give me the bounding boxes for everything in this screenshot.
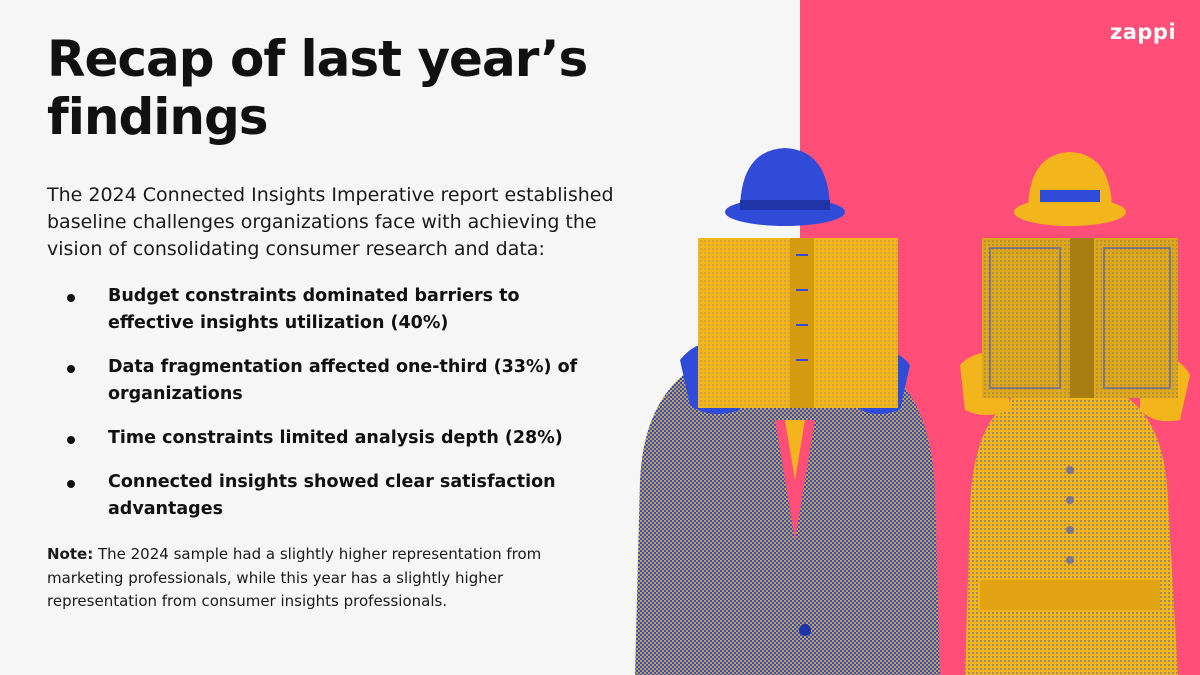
intro-paragraph: The 2024 Connected Insights Imperative r… bbox=[47, 184, 614, 260]
illustration bbox=[635, 148, 1190, 675]
bullet-dot-icon bbox=[67, 294, 75, 302]
note-text: The 2024 sample had a slightly higher re… bbox=[47, 545, 542, 610]
bullet-dot-icon bbox=[67, 480, 75, 488]
list-item: Connected insights showed clear satisfac… bbox=[47, 469, 607, 523]
list-item: Budget constraints dominated barriers to… bbox=[47, 283, 607, 337]
bullet-dot-icon bbox=[67, 436, 75, 444]
page-title: Recap of last year’s findings bbox=[47, 30, 588, 146]
zappi-logo: zappi bbox=[1110, 20, 1177, 44]
bullet-dot-icon bbox=[67, 365, 75, 373]
list-item: Time constraints limited analysis depth … bbox=[47, 425, 607, 452]
bullet-text: Connected insights showed clear satisfac… bbox=[108, 472, 556, 519]
note-label: Note: bbox=[47, 545, 94, 563]
bullet-text: Budget constraints dominated barriers to… bbox=[108, 286, 520, 333]
list-item: Data fragmentation affected one-third (3… bbox=[47, 354, 607, 408]
findings-list: Budget constraints dominated barriers to… bbox=[47, 283, 607, 540]
bullet-text: Data fragmentation affected one-third (3… bbox=[108, 357, 578, 404]
bullet-text: Time constraints limited analysis depth … bbox=[108, 428, 563, 448]
man-reading-book-illustration bbox=[635, 148, 940, 675]
woman-reading-book-illustration bbox=[960, 152, 1190, 675]
note-paragraph: Note: The 2024 sample had a slightly hig… bbox=[47, 543, 607, 614]
